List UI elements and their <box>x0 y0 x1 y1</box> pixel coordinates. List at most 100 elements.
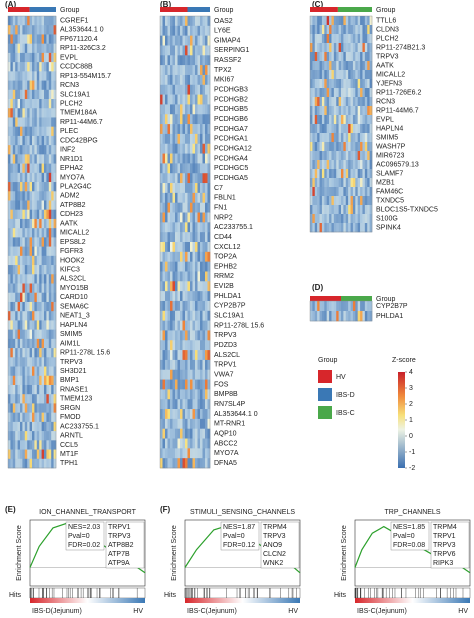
heatmap-cell <box>185 84 188 95</box>
heatmap-cell <box>364 124 368 134</box>
heatmap-cell <box>341 142 344 152</box>
heatmap-cell <box>17 265 21 275</box>
heatmap-cell <box>192 163 196 174</box>
heatmap-cell <box>24 366 28 377</box>
heatmap-cell <box>53 255 57 266</box>
heatmap-cell <box>336 223 339 233</box>
heatmap-cell <box>187 65 191 76</box>
heatmap-cell <box>197 438 201 449</box>
heatmap-cell <box>182 153 186 164</box>
heatmap-cell <box>360 61 363 71</box>
heatmap-cell <box>321 124 325 134</box>
heatmap-cell <box>17 209 21 220</box>
heatmap-cell <box>24 449 28 460</box>
x-label-left: IBS-C(Jejunum) <box>357 608 407 615</box>
heatmap-cell <box>20 283 23 294</box>
heatmap-cell <box>326 16 330 26</box>
heatmap-cell <box>202 271 206 282</box>
heatmap-cell <box>202 163 206 174</box>
heatmap-cell <box>182 232 186 243</box>
gene-label: TPX2 <box>214 67 232 74</box>
heatmap-cell <box>32 117 35 127</box>
heatmap-cell <box>369 187 373 197</box>
heatmap-cell <box>324 34 327 44</box>
heatmap-cell <box>34 265 38 275</box>
gene-label: AL353644.1 0 <box>60 27 104 34</box>
heatmap-cell <box>185 74 188 86</box>
heatmap-cell <box>36 62 40 72</box>
plot-frame <box>29 519 146 587</box>
heatmap-cell <box>12 421 16 432</box>
heatmap-cell <box>10 449 14 460</box>
heatmap-cell <box>348 115 351 125</box>
heatmap-cell <box>12 366 16 377</box>
heatmap-cell <box>345 178 349 188</box>
heatmap-cell <box>324 106 327 116</box>
heatmap-cell <box>190 291 193 302</box>
heatmap-cell <box>341 223 344 233</box>
heatmap-cell <box>24 191 28 201</box>
heatmap-cell <box>350 16 354 26</box>
heatmap-cell <box>350 301 354 312</box>
heatmap-cell <box>367 16 370 26</box>
heatmap-cell <box>53 108 57 118</box>
heatmap-cell <box>24 34 28 44</box>
heatmap-cell <box>27 384 30 395</box>
heatmap-cell <box>319 196 323 206</box>
gene-label: MICALL2 <box>60 230 89 237</box>
heatmap-cell <box>167 242 171 253</box>
heatmap-cell <box>162 340 166 351</box>
heatmap-cell <box>162 35 166 46</box>
heatmap-cell <box>34 421 38 432</box>
heatmap-cell <box>41 412 45 423</box>
heatmap-cell <box>195 409 198 420</box>
heatmap-cell <box>200 104 203 115</box>
heatmap-cell <box>8 458 11 469</box>
heatmap-cell <box>341 115 344 125</box>
heatmap-cell <box>200 65 203 76</box>
heatmap-cell <box>333 106 337 116</box>
heatmap-cell <box>162 222 166 233</box>
heatmap-cell <box>369 151 373 161</box>
heatmap-cell <box>160 212 163 223</box>
heatmap-cell <box>29 301 33 312</box>
heatmap-cell <box>8 357 11 367</box>
heatmap-cell <box>314 142 318 152</box>
heatmap-cell <box>29 145 33 155</box>
heatmap-cell <box>324 142 327 152</box>
heatmap-cell <box>24 135 28 146</box>
heatmap-cell <box>180 320 183 331</box>
heatmap-cell <box>329 133 332 143</box>
heatmap-cell <box>338 70 342 80</box>
heatmap-cell <box>192 428 196 439</box>
heatmap-cell <box>8 301 11 312</box>
heatmap-cell <box>162 458 166 469</box>
heatmap-cell <box>331 205 335 215</box>
heatmap-cell <box>53 246 57 257</box>
heatmap-cell <box>36 384 40 395</box>
heatmap-cell <box>348 43 351 53</box>
heatmap-cell <box>44 16 47 26</box>
heatmap-cell <box>165 300 168 312</box>
heatmap-cell <box>39 292 42 303</box>
heatmap-cell <box>160 291 163 302</box>
heatmap-cell <box>53 338 57 349</box>
heatmap-cell <box>46 255 50 266</box>
heatmap-cell <box>39 329 42 340</box>
heatmap-cell <box>336 151 339 161</box>
heatmap-cell <box>192 192 196 203</box>
heatmap-cell <box>10 292 14 303</box>
heatmap-cell <box>182 242 186 253</box>
heatmap-cell <box>180 202 183 213</box>
heatmap-cell <box>202 350 206 361</box>
heatmap-cell <box>27 412 30 423</box>
heatmap-cell <box>24 292 28 303</box>
heatmap-cell <box>324 196 327 206</box>
heatmap-cell <box>195 350 198 361</box>
heatmap-cell <box>200 379 203 390</box>
heatmap-cell <box>352 196 356 206</box>
heatmap-cell <box>336 34 339 44</box>
heatmap-cell <box>51 357 54 367</box>
heatmap-cell <box>12 292 16 303</box>
